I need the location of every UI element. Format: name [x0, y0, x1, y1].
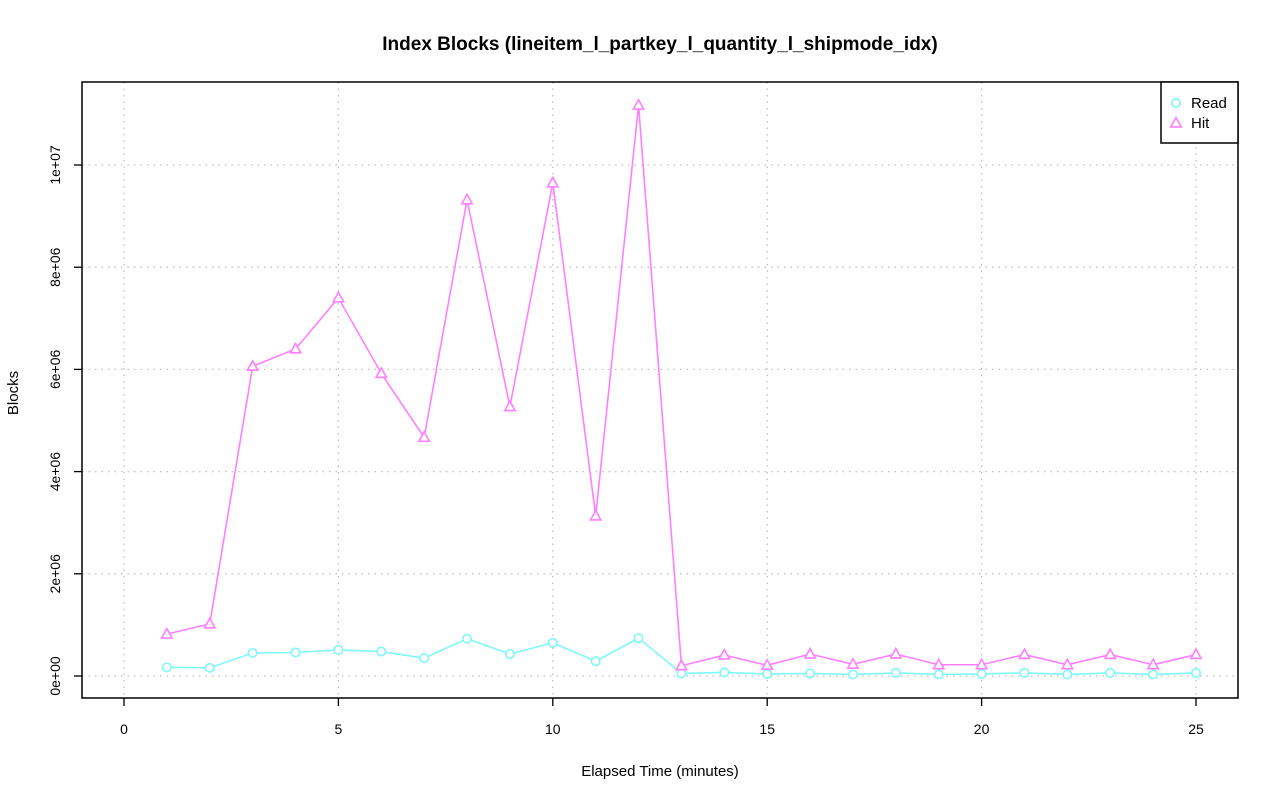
- plot-frame: [81, 81, 1239, 699]
- y-tick-label: 8e+06: [47, 247, 63, 287]
- x-tick-label: 0: [120, 721, 128, 737]
- y-tick-label: 2e+06: [47, 554, 63, 594]
- x-axis: 0 5 10 15 20 25: [120, 698, 1204, 737]
- x-tick-label: 25: [1188, 721, 1204, 737]
- data-point-read: [376, 646, 387, 657]
- data-point-hit: [160, 626, 174, 639]
- y-axis: 0e+00 2e+06 4e+06 6e+06 8e+06 1e+07: [47, 145, 82, 696]
- data-point-read: [290, 647, 301, 658]
- data-point-hit: [975, 657, 989, 670]
- x-axis-label: Elapsed Time (minutes): [581, 763, 739, 780]
- data-point-read: [161, 662, 172, 673]
- y-tick-label: 0e+00: [47, 656, 63, 696]
- data-point-hit: [674, 658, 688, 671]
- data-point-read: [247, 648, 258, 659]
- legend-label-read: Read: [1191, 95, 1227, 112]
- data-point-read: [933, 669, 944, 680]
- data-point-hit: [1189, 647, 1203, 660]
- data-point-hit: [1103, 647, 1117, 660]
- data-point-read: [890, 667, 901, 678]
- data-point-hit: [417, 430, 431, 443]
- data-point-read: [805, 668, 816, 679]
- y-tick-label: 4e+06: [47, 452, 63, 492]
- data-point-read: [333, 644, 344, 655]
- series-read: [161, 633, 1202, 680]
- data-point-read: [204, 662, 215, 673]
- legend-label-hit: Hit: [1191, 115, 1210, 132]
- data-point-read: [419, 653, 430, 664]
- data-point-hit: [331, 290, 345, 303]
- legend-marker-hit: [1169, 115, 1183, 128]
- data-point-hit: [589, 508, 603, 521]
- data-point-read: [462, 633, 473, 644]
- data-point-hit: [503, 399, 517, 412]
- data-point-read: [590, 656, 601, 667]
- data-point-hit: [288, 341, 303, 354]
- data-point-hit: [374, 366, 388, 379]
- data-point-hit: [803, 646, 817, 659]
- data-point-hit: [203, 616, 217, 629]
- data-point-hit: [546, 175, 560, 188]
- series-hit: [160, 98, 1203, 671]
- data-point-read: [847, 669, 858, 680]
- data-point-read: [504, 649, 515, 660]
- x-tick-label: 15: [759, 721, 775, 737]
- y-tick-label: 1e+07: [47, 145, 63, 185]
- data-point-read: [633, 633, 644, 644]
- data-point-read: [547, 637, 558, 648]
- grid-lines: [82, 82, 1238, 698]
- data-point-read: [1148, 669, 1159, 680]
- y-axis-label: Blocks: [5, 371, 22, 415]
- data-point-read: [676, 668, 687, 679]
- data-point-hit: [717, 647, 731, 660]
- x-tick-label: 5: [335, 721, 343, 737]
- data-point-read: [1105, 667, 1116, 678]
- data-point-hit: [889, 646, 903, 659]
- data-point-read: [762, 668, 773, 679]
- series-layer: [160, 98, 1203, 680]
- x-tick-label: 20: [974, 721, 990, 737]
- data-point-hit: [1146, 657, 1160, 670]
- data-point-read: [719, 667, 730, 678]
- data-point-hit: [632, 98, 646, 110]
- data-point-hit: [1017, 647, 1032, 660]
- legend: Read Hit: [1160, 81, 1239, 144]
- data-point-hit: [932, 657, 946, 670]
- data-point-hit: [1060, 657, 1074, 670]
- data-point-read: [1019, 667, 1030, 678]
- series-line-hit: [166, 105, 1197, 667]
- legend-box: [1160, 81, 1239, 144]
- data-point-read: [976, 668, 987, 679]
- data-point-hit: [460, 192, 474, 205]
- chart-title: Index Blocks (lineitem_l_partkey_l_quant…: [382, 34, 937, 55]
- data-point-read: [1062, 669, 1073, 680]
- x-tick-label: 10: [545, 721, 561, 737]
- y-tick-label: 6e+06: [47, 350, 63, 390]
- data-point-hit: [246, 359, 260, 372]
- data-point-hit: [760, 658, 774, 670]
- data-point-read: [1191, 667, 1202, 678]
- data-point-hit: [846, 657, 860, 669]
- legend-marker-read: [1171, 98, 1182, 109]
